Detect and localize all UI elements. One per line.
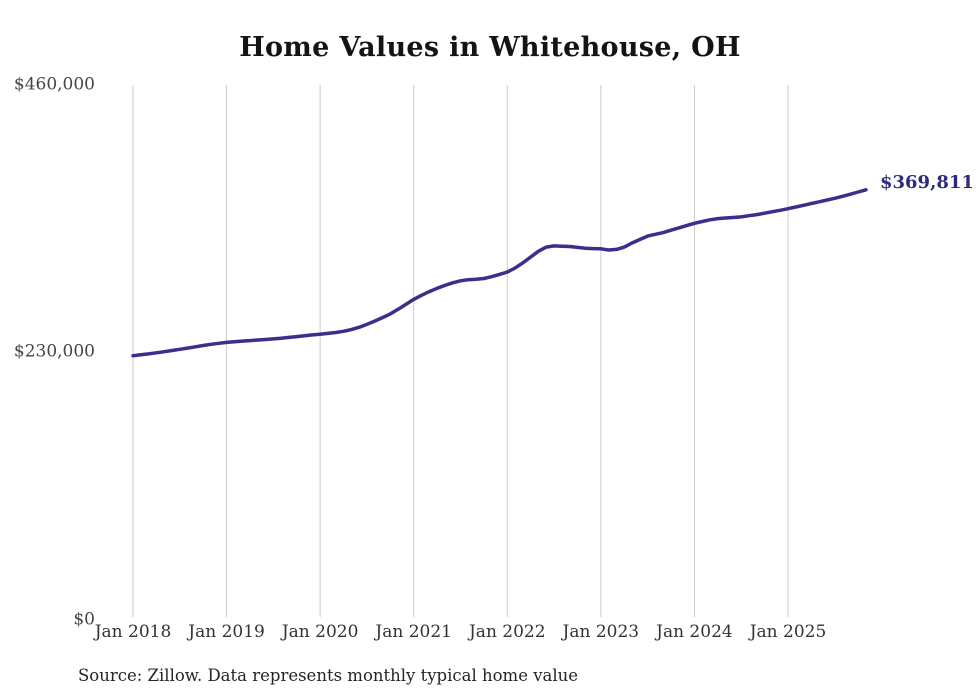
x-axis-tick-label-2021: Jan 2021 xyxy=(375,622,452,642)
y-axis-tick-label-0: $0 xyxy=(73,609,95,630)
x-axis-tick-label-2023: Jan 2023 xyxy=(562,622,640,642)
y-axis-tick-label-460k: $460,000 xyxy=(13,74,95,95)
x-axis-tick-label-2018: Jan 2018 xyxy=(94,622,172,642)
x-axis-tick-label-2022: Jan 2022 xyxy=(468,622,546,642)
x-axis-tick-label-2020: Jan 2020 xyxy=(281,622,359,642)
x-axis-tick-label-2025: Jan 2025 xyxy=(749,622,827,642)
x-axis-tick-label-2024: Jan 2024 xyxy=(656,622,733,642)
latest-value-label: $369,811 xyxy=(879,171,974,193)
source-note: Source: Zillow. Data represents monthly … xyxy=(78,666,579,685)
chart-title: Home Values in Whitehouse, OH xyxy=(239,32,741,63)
x-axis-tick-label-2019: Jan 2019 xyxy=(188,622,265,642)
home-value-line xyxy=(131,188,868,358)
y-axis-tick-label-230k: $230,000 xyxy=(13,341,95,362)
